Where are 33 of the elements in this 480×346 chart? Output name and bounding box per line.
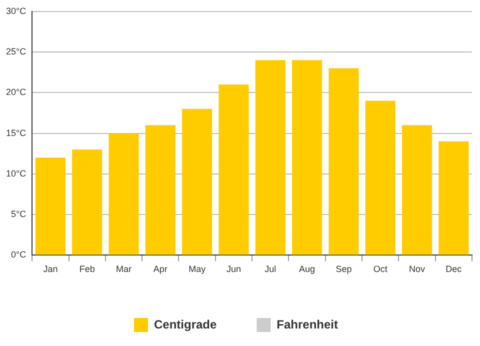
y-tick-label: 20°C	[6, 87, 27, 98]
bar	[35, 158, 66, 255]
bar	[145, 125, 176, 255]
x-tick-label: Jan	[43, 264, 58, 274]
y-tick-label: 30°C	[6, 6, 27, 16]
x-tick-label: Jul	[264, 264, 276, 274]
legend-label: Centigrade	[154, 317, 217, 332]
x-tick-label: Dec	[446, 264, 462, 274]
x-tick-label: Oct	[373, 264, 388, 274]
y-tick-label: 5°C	[11, 209, 27, 220]
x-tick-label: Jun	[226, 264, 241, 274]
bar	[108, 133, 139, 255]
y-tick-label: 0°C	[11, 250, 27, 260]
y-tick-label: 25°C	[6, 46, 27, 57]
bar	[182, 108, 212, 255]
bar	[365, 100, 396, 255]
legend-label: Fahrenheit	[276, 317, 338, 332]
x-tick-label: Sep	[336, 264, 352, 274]
x-tick-label: Feb	[79, 264, 95, 274]
bar	[72, 150, 102, 255]
bar	[438, 141, 469, 255]
bar	[255, 60, 286, 255]
y-tick-label: 10°C	[6, 168, 27, 178]
x-tick-label: Apr	[153, 264, 168, 274]
x-tick-label: Nov	[409, 264, 426, 274]
x-tick-label: May	[188, 264, 206, 274]
bar	[328, 68, 359, 255]
x-tick-label: Aug	[299, 264, 316, 274]
bar	[218, 84, 249, 255]
bar	[402, 125, 432, 255]
y-tick-label: 15°C	[6, 128, 27, 138]
bar	[292, 60, 322, 255]
x-tick-label: Mar	[116, 264, 132, 274]
